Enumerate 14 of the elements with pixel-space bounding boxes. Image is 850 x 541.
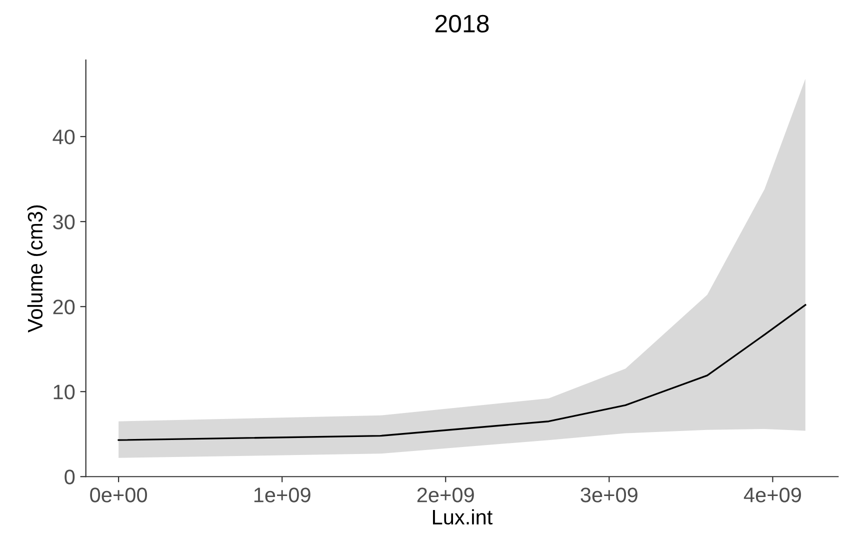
y-axis-title: Volume (cm3) bbox=[27, 205, 47, 332]
x-tick-label: 1e+09 bbox=[254, 488, 310, 502]
y-tick-label: 10 bbox=[54, 384, 75, 400]
y-tick-label: 20 bbox=[53, 300, 75, 314]
line-series bbox=[118, 304, 806, 441]
x-tick-label: 3e+09 bbox=[580, 488, 638, 502]
x-tick-label: 2e+09 bbox=[417, 488, 474, 502]
y-tick-label: 40 bbox=[52, 130, 75, 144]
x-tick-label: 0e+00 bbox=[90, 488, 147, 502]
y-tick-label: 0 bbox=[64, 470, 75, 484]
x-axis-title: Lux.int bbox=[432, 509, 493, 525]
x-tick-label: 4e+09 bbox=[744, 488, 801, 502]
chart-title: 2018 bbox=[435, 14, 489, 33]
y-tick-label: 30 bbox=[53, 214, 75, 230]
